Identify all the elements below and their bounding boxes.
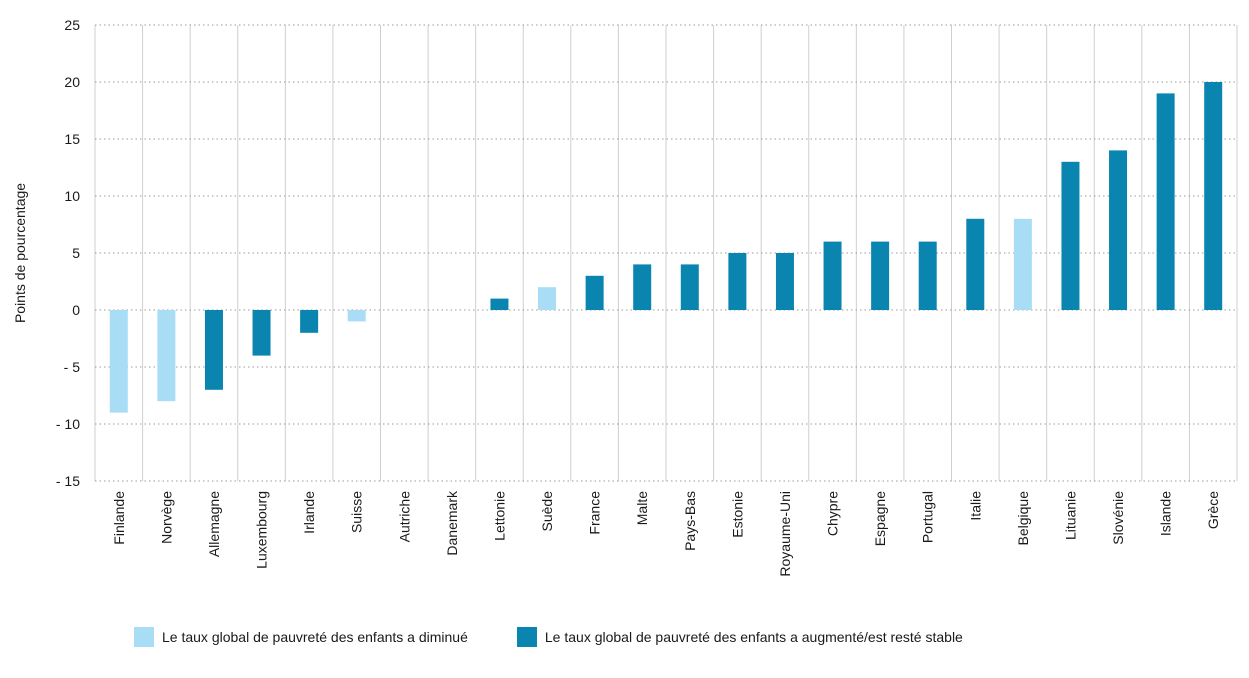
y-tick-label: 10 — [64, 188, 80, 204]
y-tick-label: 5 — [72, 245, 80, 261]
x-tick-label: Espagne — [872, 491, 888, 546]
legend-item-decreased: Le taux global de pauvreté des enfants a… — [134, 627, 468, 647]
bar-estonie — [728, 253, 747, 310]
bar-belgique — [1013, 218, 1032, 310]
bar-su-de — [538, 287, 557, 310]
bar-pays-bas — [680, 264, 699, 310]
bar-finlande — [109, 310, 128, 413]
bar-malte — [633, 264, 652, 310]
legend-label-increased: Le taux global de pauvreté des enfants a… — [544, 629, 963, 645]
bar-royaume-uni — [775, 253, 794, 310]
x-tick-label: Portugal — [920, 491, 936, 543]
legend-swatch-increased — [516, 627, 537, 647]
x-tick-label: Lituanie — [1062, 491, 1078, 540]
x-tick-label: Danemark — [444, 490, 460, 556]
x-tick-label: Suisse — [349, 491, 365, 533]
bar-slov-nie — [1109, 150, 1128, 310]
bar-italie — [966, 218, 985, 310]
x-tick-label: Irlande — [301, 491, 317, 534]
bar-allemagne — [204, 310, 223, 390]
y-tick-label: - 5 — [64, 359, 81, 375]
legend-swatch-decreased — [134, 627, 154, 647]
y-tick-label: 25 — [64, 17, 80, 33]
x-tick-label: Royaume-Uni — [777, 491, 793, 577]
x-tick-label: Slovénie — [1110, 491, 1126, 545]
bar-islande — [1156, 93, 1175, 311]
x-tick-label: Pays-Bas — [682, 491, 698, 551]
x-tick-label: Lettonie — [491, 491, 507, 541]
bar-portugal — [918, 241, 937, 310]
y-axis-title: Points de pourcentage — [12, 183, 28, 323]
x-tick-label: Belgique — [1015, 491, 1031, 546]
x-tick-label: Chypre — [825, 491, 841, 536]
bar-norv-ge — [157, 310, 176, 402]
bar-lettonie — [490, 298, 509, 310]
x-tick-label: Autriche — [396, 491, 412, 543]
y-tick-label: 0 — [72, 302, 80, 318]
x-tick-label: Luxembourg — [254, 491, 270, 569]
legend-label-decreased: Le taux global de pauvreté des enfants a… — [162, 629, 468, 645]
y-tick-label: - 10 — [56, 416, 80, 432]
bar-france — [585, 275, 604, 310]
x-tick-label: Italie — [967, 491, 983, 521]
bar-irlande — [300, 310, 319, 333]
x-tick-label: Islande — [1158, 491, 1174, 536]
gridlines — [94, 24, 1238, 482]
bar-lituanie — [1061, 161, 1080, 310]
x-tick-label: Finlande — [111, 491, 127, 545]
legend: Le taux global de pauvreté des enfants a… — [134, 627, 1012, 647]
y-axis-ticks: 25 20 15 10 5 0 - 5 - 10 - 15 — [56, 17, 80, 489]
bar-luxembourg — [252, 310, 271, 356]
x-tick-label: Malte — [634, 491, 650, 525]
y-tick-label: - 15 — [56, 473, 80, 489]
legend-item-increased: Le taux global de pauvreté des enfants a… — [516, 627, 963, 647]
bars — [109, 82, 1223, 413]
x-tick-label: France — [587, 491, 603, 535]
bar-chypre — [823, 241, 842, 310]
y-tick-label: 20 — [64, 74, 80, 90]
x-tick-label: Estonie — [729, 491, 745, 538]
bar-espagne — [871, 241, 890, 310]
y-tick-label: 15 — [64, 131, 80, 147]
x-axis-ticks: Finlande Norvège Allemagne Luxembourg Irland… — [111, 490, 1221, 577]
bar-suisse — [347, 310, 366, 322]
x-tick-label: Norvège — [158, 491, 174, 544]
x-tick-label: Grèce — [1205, 491, 1221, 529]
x-tick-label: Allemagne — [206, 491, 222, 557]
bar-gr-ce — [1204, 82, 1223, 310]
x-tick-label: Suède — [539, 491, 555, 532]
